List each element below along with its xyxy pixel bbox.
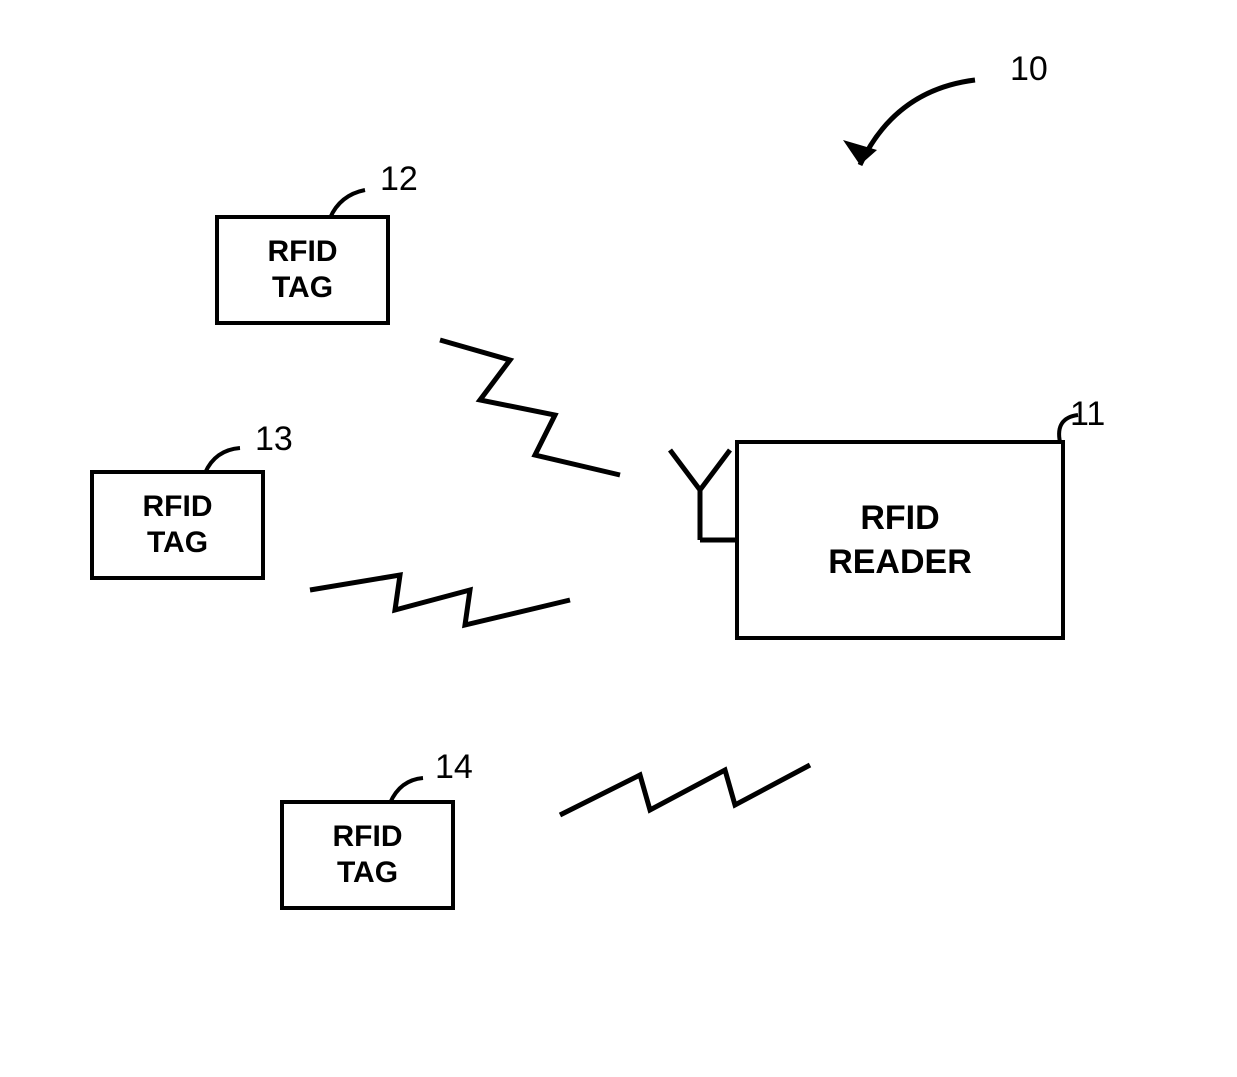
ref-label-11: 11 xyxy=(1070,395,1105,434)
rfid-tag-13: RFID TAG xyxy=(90,470,265,580)
system-arc xyxy=(860,80,975,165)
signal-tag13 xyxy=(310,575,570,625)
ref-label-14: 14 xyxy=(435,748,473,787)
ref-label-13: 13 xyxy=(255,420,293,459)
rfid-system-diagram: RFID TAG 12 RFID TAG 13 RFID TAG 14 RFID… xyxy=(0,0,1237,1077)
rfid-tag-14: RFID TAG xyxy=(280,800,455,910)
tag-label-line2: TAG xyxy=(272,270,333,306)
tag-label-line1: RFID xyxy=(268,234,338,270)
rfid-reader: RFID READER xyxy=(735,440,1065,640)
tag-label-line2: TAG xyxy=(147,525,208,561)
reader-label-line2: READER xyxy=(828,540,972,584)
rfid-tag-12: RFID TAG xyxy=(215,215,390,325)
signal-tag14 xyxy=(560,765,810,815)
antenna-v xyxy=(670,450,730,490)
tag-label-line2: TAG xyxy=(337,855,398,891)
signal-tag12 xyxy=(440,340,620,475)
tag-label-line1: RFID xyxy=(143,489,213,525)
tag-label-line1: RFID xyxy=(333,819,403,855)
ref-tick-12 xyxy=(330,190,365,218)
system-arrowhead xyxy=(843,140,877,165)
reader-label-line1: RFID xyxy=(860,496,939,540)
ref-label-10: 10 xyxy=(1010,50,1048,89)
ref-label-12: 12 xyxy=(380,160,418,199)
